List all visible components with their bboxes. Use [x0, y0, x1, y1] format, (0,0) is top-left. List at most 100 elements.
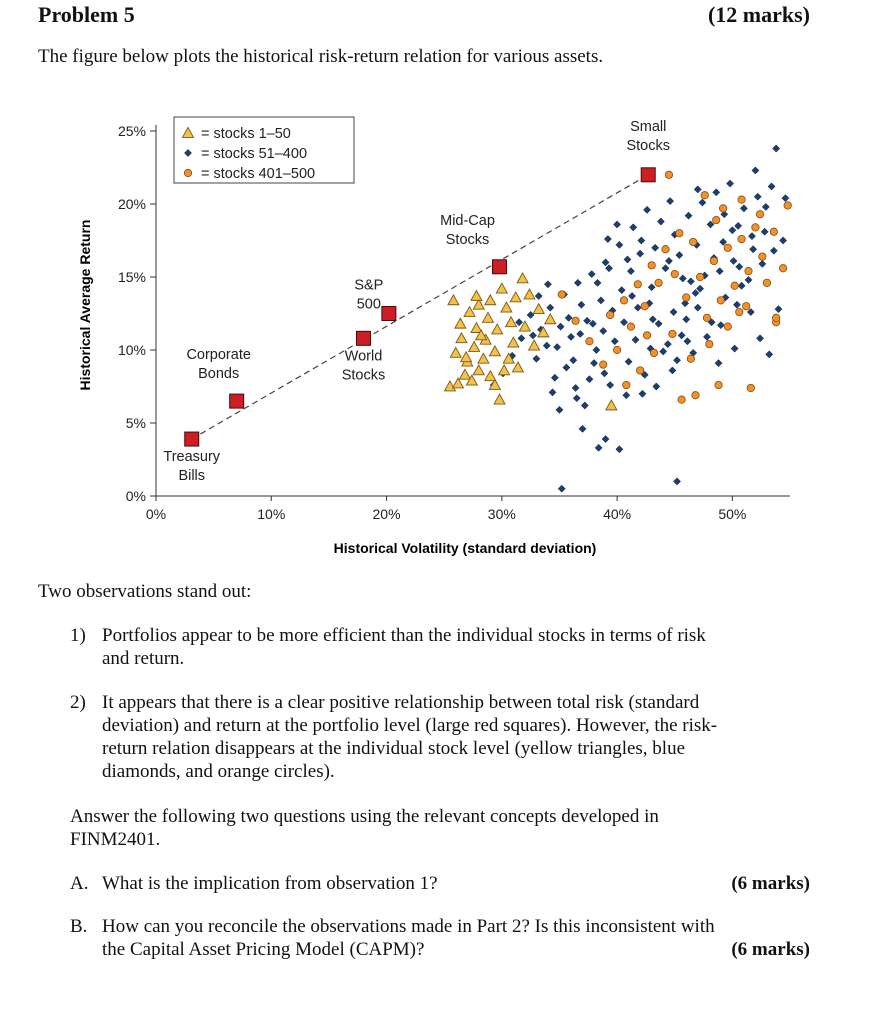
triangle-point: [516, 272, 529, 284]
diamond-point: [617, 286, 626, 295]
x-tick-label: 30%: [488, 506, 516, 522]
circle-point: [705, 340, 714, 349]
circle-point: [640, 302, 649, 311]
triangle-point: [484, 293, 497, 306]
diamond-point: [557, 484, 566, 493]
diamond-point: [677, 331, 686, 340]
circle-point: [758, 252, 767, 261]
circle-point: [714, 380, 723, 390]
intro-text: The figure below plots the historical ri…: [38, 46, 604, 67]
diamond-point: [712, 188, 721, 197]
circle-point: [737, 195, 746, 204]
diamond-point: [735, 262, 744, 271]
circle-point: [716, 296, 725, 305]
portfolio-label-line: Mid-Cap: [440, 213, 495, 229]
diamond-point: [587, 270, 596, 279]
diamond-point: [569, 356, 578, 365]
question-b-line-1: How can you reconcile the observations m…: [102, 916, 715, 937]
diamond-point: [779, 236, 788, 245]
triangle-point: [465, 374, 479, 386]
circle-point: [730, 281, 739, 290]
diamond-point: [746, 308, 755, 316]
observation-1-line-1: Portfolios appear to be more efficient t…: [102, 625, 706, 646]
circle-point: [677, 395, 686, 404]
circle-point: [689, 237, 698, 247]
circle-point: [670, 269, 679, 279]
diamond-point: [748, 232, 756, 241]
diamond-point: [599, 327, 608, 335]
portfolio-label: World Stocks: [342, 348, 386, 383]
y-tick-label: 10%: [118, 342, 146, 358]
triangle-point: [504, 315, 518, 328]
triangle-point: [537, 326, 550, 338]
diamond-point: [661, 264, 670, 273]
diamond-point: [601, 258, 610, 267]
diamond-point: [659, 347, 668, 356]
triangle-point: [518, 320, 532, 332]
circle-point: [762, 278, 772, 287]
diamond-point: [729, 256, 738, 265]
triangle-point: [488, 378, 502, 390]
diamond-point: [637, 236, 646, 245]
legend-circle-icon: [183, 168, 193, 178]
problem-marks: (12 marks): [707, 2, 810, 27]
question-a-marks: (6 marks): [731, 873, 810, 894]
diamond-point: [774, 305, 783, 314]
observation-2-line-3: return relation disappears at the indivi…: [102, 738, 686, 759]
circle-point: [769, 227, 778, 236]
diamond-point: [588, 319, 597, 328]
diamond-point: [546, 303, 555, 312]
circle-point: [626, 322, 636, 331]
triangle-point: [527, 339, 541, 351]
diamond-point: [678, 274, 687, 283]
circle-point: [691, 391, 700, 400]
diamond-point: [733, 300, 741, 309]
triangle-point: [500, 301, 513, 313]
diamond-point: [610, 337, 619, 346]
circle-point: [668, 329, 677, 339]
triangle-point: [509, 291, 522, 303]
circle-point: [702, 313, 712, 322]
diamond-point: [629, 223, 638, 232]
diamond-point: [682, 315, 691, 324]
circle-point: [744, 267, 753, 276]
observation-2-line-2: deviation) and return at the portfolio l…: [102, 715, 718, 736]
diamond-point: [684, 211, 693, 220]
triangle-point: [474, 328, 488, 341]
diamond-point: [553, 343, 562, 352]
diamond-point: [628, 292, 637, 300]
diamond-point: [594, 443, 603, 452]
y-tick-label: 20%: [118, 196, 146, 212]
circle-point: [633, 280, 642, 289]
diamond-point: [572, 394, 581, 403]
y-tick-label: 15%: [118, 269, 146, 285]
circle-point: [742, 302, 751, 311]
triangle-point: [605, 399, 618, 411]
legend-box: [173, 116, 355, 184]
diamond-point: [626, 267, 635, 276]
diamond-point: [578, 424, 587, 433]
y-tick-label: 5%: [126, 415, 146, 431]
circle-point: [661, 245, 670, 254]
triangle-point: [449, 346, 462, 358]
diamond-point: [706, 220, 715, 229]
question-b-line-2: the Capital Asset Pricing Model (CAPM)?: [102, 939, 425, 960]
portfolio-square-s-p-500: [381, 306, 397, 321]
diamond-point: [613, 220, 622, 229]
diamond-point: [622, 391, 631, 400]
diamond-point: [620, 318, 628, 327]
diamond-point: [666, 197, 675, 206]
diamond-point: [585, 375, 594, 384]
portfolio-label-line: Stocks: [626, 138, 670, 154]
portfolio-label: S&P 500: [354, 278, 383, 313]
diamond-point: [756, 334, 764, 343]
diamond-point: [728, 226, 737, 235]
diamond-point: [715, 267, 724, 276]
diamond-point: [633, 303, 642, 312]
diamond-point: [673, 477, 681, 486]
circle-point: [622, 380, 631, 390]
circle-point: [735, 307, 744, 317]
diamond-point: [760, 227, 769, 236]
circle-point: [746, 383, 755, 393]
triangle-point: [532, 302, 545, 314]
